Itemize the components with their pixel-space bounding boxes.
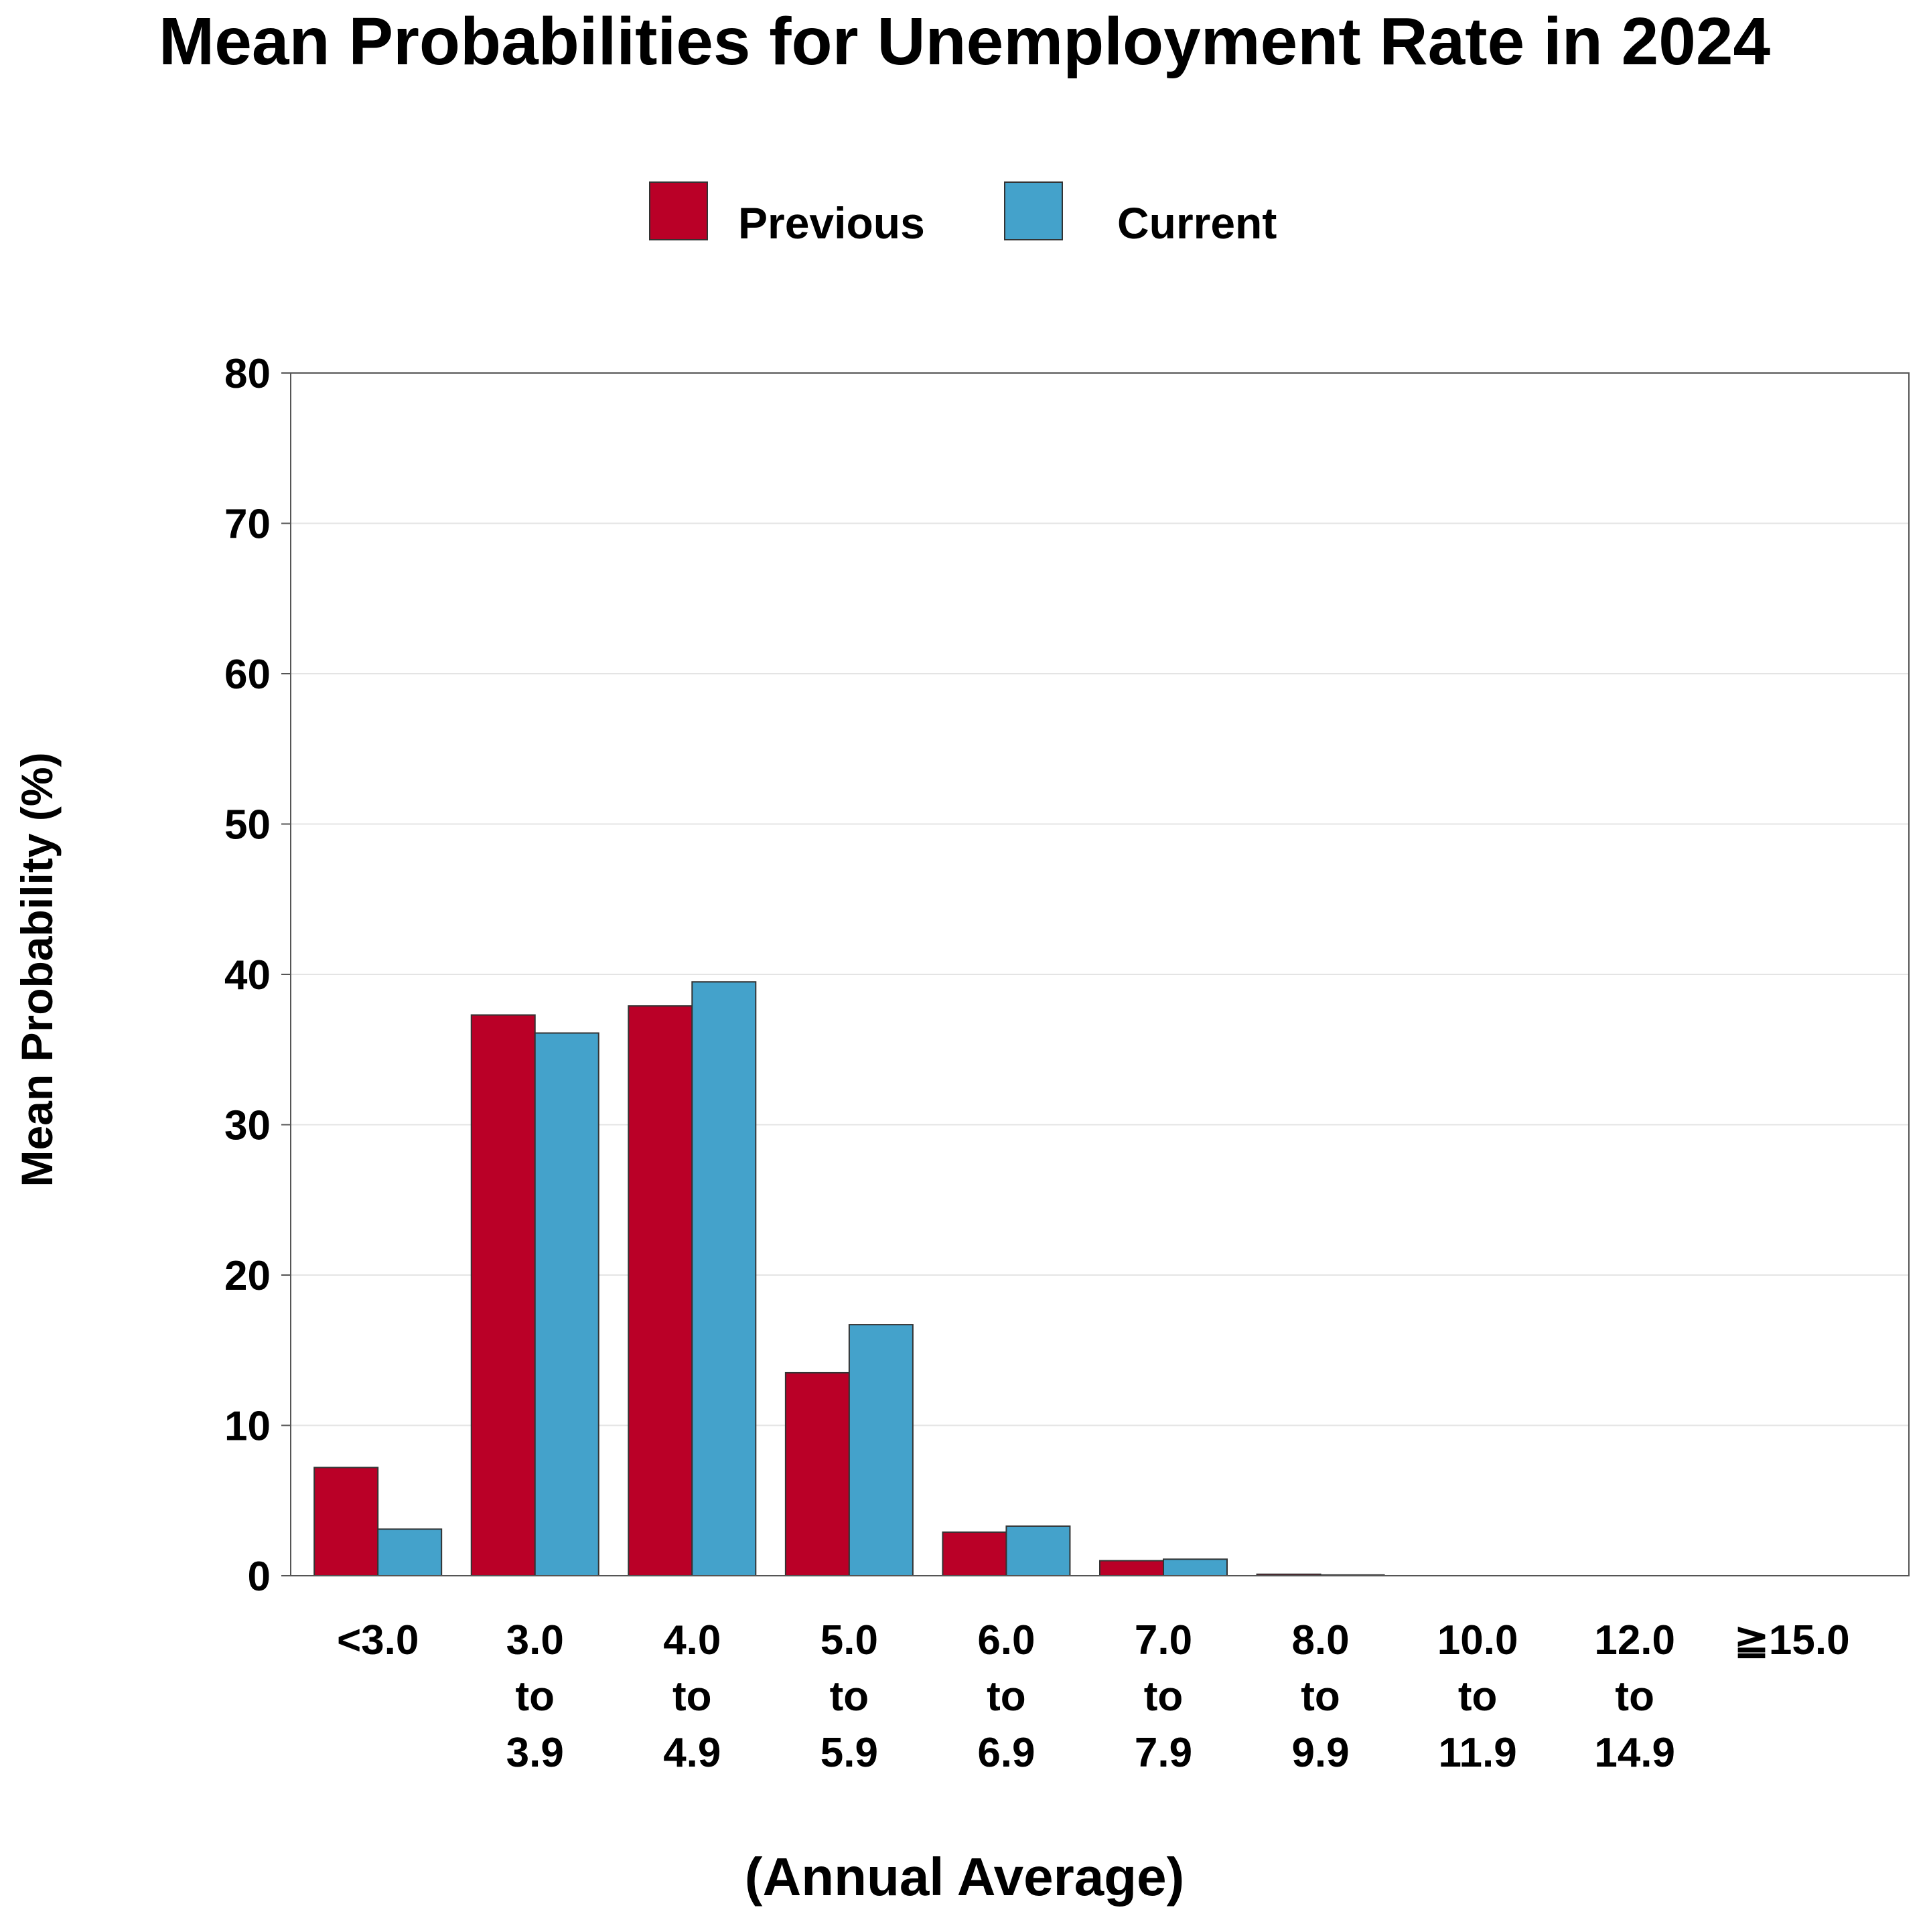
y-tick-label: 40	[224, 952, 271, 998]
x-tick-label: 7.9	[1135, 1730, 1192, 1776]
x-tick-label: 5.9	[820, 1730, 878, 1776]
x-tick-label: 5.0	[820, 1617, 878, 1663]
y-axis-label: Mean Probability (%)	[12, 752, 62, 1187]
x-tick-label: 8.0	[1291, 1617, 1349, 1663]
x-tick-label: to	[1301, 1674, 1340, 1720]
legend-label-previous: Previous	[738, 198, 925, 248]
y-tick-label: 0	[248, 1554, 271, 1600]
x-tick-label: 9.9	[1291, 1730, 1349, 1776]
x-tick-label: 14.9	[1594, 1730, 1675, 1776]
bar-current-1	[534, 1032, 599, 1577]
x-tick-label: to	[1615, 1674, 1654, 1720]
x-tick-label: to	[987, 1674, 1026, 1720]
x-tick-label: 12.0	[1594, 1617, 1675, 1663]
x-tick-label: to	[1144, 1674, 1184, 1720]
bar-current-2	[691, 981, 757, 1576]
x-tick-label: 3.9	[506, 1730, 564, 1776]
bar-previous-5	[1099, 1560, 1164, 1577]
bar-current-4	[1005, 1525, 1071, 1577]
legend: Previous Current	[649, 181, 1277, 248]
x-tick-label: 3.0	[506, 1617, 564, 1663]
legend-label-current: Current	[1117, 198, 1277, 248]
y-tick-label: 10	[224, 1404, 271, 1450]
x-tick-label: 7.0	[1135, 1617, 1192, 1663]
x-tick-label: ≧15.0	[1734, 1617, 1850, 1663]
y-tick-label: 50	[224, 802, 271, 848]
x-tick-label: 6.9	[977, 1730, 1035, 1776]
bar-previous-2	[628, 1005, 693, 1576]
y-tick-label: 20	[224, 1253, 271, 1299]
bars	[313, 981, 1385, 1577]
x-axis-labels: <3.0 3.0 to 3.9 4.0 to 4.9 5.0 to 5.9 6.0 to 6.9 7.0 t…	[337, 1617, 1850, 1776]
x-tick-label: 6.0	[977, 1617, 1035, 1663]
x-axis-label: (Annual Average)	[745, 1847, 1184, 1907]
x-tick-label: to	[672, 1674, 712, 1720]
legend-swatch-previous	[649, 181, 708, 240]
x-tick-label: 4.0	[663, 1617, 721, 1663]
legend-swatch-current	[1004, 181, 1063, 240]
bar-previous-3	[784, 1371, 850, 1577]
bar-previous-1	[470, 1014, 536, 1576]
bar-previous-4	[942, 1531, 1007, 1577]
y-tick-label: 70	[224, 502, 271, 548]
y-tick-label: 80	[224, 351, 271, 397]
chart-title: Mean Probabilities for Unemployment Rate…	[159, 4, 1771, 79]
x-tick-label: 10.0	[1437, 1617, 1518, 1663]
x-tick-label: 4.9	[663, 1730, 721, 1776]
x-tick-label: to	[830, 1674, 869, 1720]
bar-current-0	[377, 1528, 443, 1577]
bar-current-3	[848, 1324, 914, 1576]
bar-previous-0	[313, 1467, 379, 1577]
x-tick-label: to	[515, 1674, 555, 1720]
x-tick-label: 11.9	[1438, 1730, 1516, 1776]
x-tick-label: to	[1458, 1674, 1498, 1720]
y-tick-label: 60	[224, 652, 271, 698]
x-tick-label: <3.0	[337, 1617, 419, 1663]
bar-current-5	[1162, 1558, 1228, 1576]
y-axis-ticks: 0 10 20 30 40 50 60 70 80	[224, 351, 291, 1600]
y-tick-label: 30	[224, 1103, 271, 1149]
